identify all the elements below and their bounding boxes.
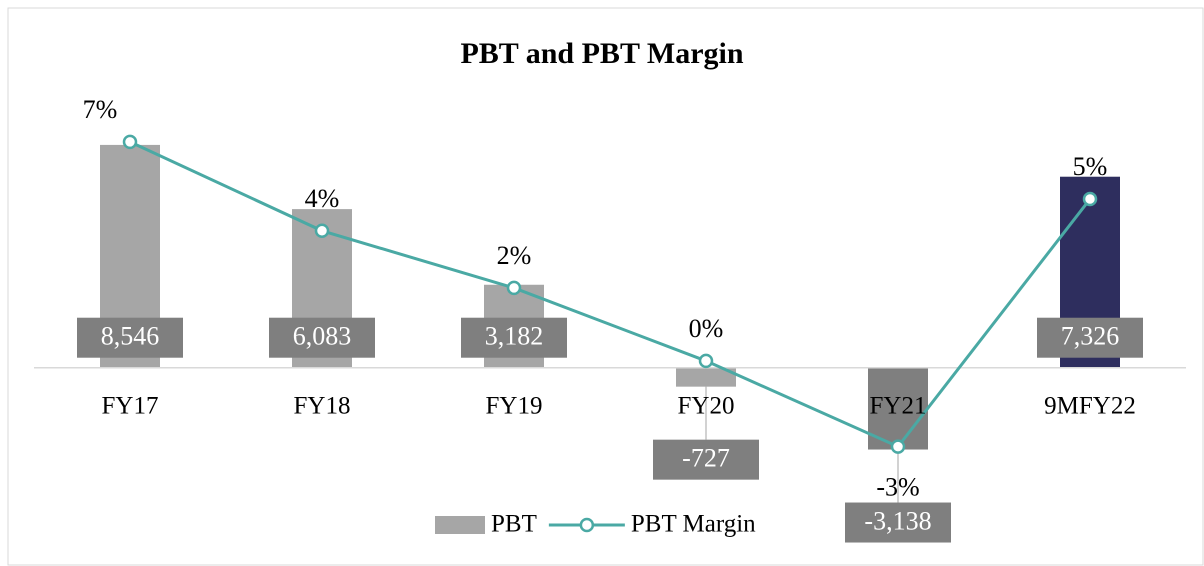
- line-marker: [698, 353, 714, 369]
- bar-value-label: 8,546: [101, 322, 160, 351]
- line-value-label: 4%: [305, 184, 340, 213]
- line-marker: [506, 280, 522, 296]
- bar-value-label: 3,182: [485, 322, 544, 351]
- line-value-label: 2%: [497, 241, 532, 270]
- line-value-label: -3%: [876, 473, 919, 502]
- line-value-label: 7%: [83, 95, 118, 124]
- x-tick-label: FY20: [678, 393, 735, 420]
- line-marker: [890, 439, 906, 454]
- bar: [868, 367, 928, 450]
- line-marker: [1082, 191, 1098, 207]
- line-value-label: 0%: [689, 314, 724, 343]
- bar: [676, 367, 736, 387]
- line-marker: [122, 134, 138, 150]
- bars: [100, 144, 1120, 450]
- label-box: [845, 502, 951, 543]
- label-box: [269, 317, 375, 358]
- chart-frame: [7, 7, 1204, 566]
- legend-label: PBT Margin: [631, 511, 756, 538]
- legend-label: PBT: [491, 511, 537, 538]
- line-value-label: 5%: [1073, 152, 1108, 181]
- x-tick-label: FY18: [294, 393, 351, 420]
- bar-value-label: 6,083: [293, 322, 352, 351]
- bar-labels: 8,546 6,083 3,182 -727 -3,138 7,326: [77, 317, 1143, 543]
- line: [129, 140, 1092, 449]
- line-marker: [314, 223, 330, 239]
- label-box: [461, 317, 567, 358]
- label-box: [1037, 317, 1143, 358]
- legend-marker: [579, 517, 595, 533]
- bar-value-label: -727: [682, 444, 730, 473]
- chart-title: PBT and PBT Margin: [460, 37, 743, 70]
- x-tick-label: FY21: [870, 393, 927, 420]
- x-tick-label: FY19: [486, 393, 543, 420]
- bar-value-label: 7,326: [1061, 322, 1120, 351]
- x-tick-label: FY17: [102, 393, 159, 420]
- bar-value-label: -3,138: [864, 506, 931, 535]
- label-box: [77, 317, 183, 358]
- legend-swatch: [435, 516, 485, 534]
- label-box: [653, 439, 759, 480]
- x-tick-label: 9MFY22: [1044, 393, 1136, 420]
